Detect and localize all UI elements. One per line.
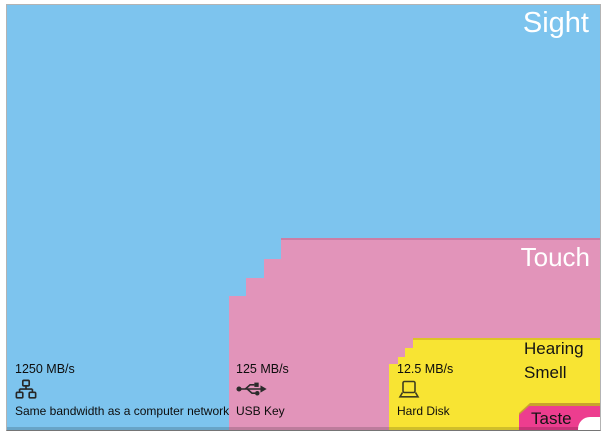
infographic-canvas: Sight Touch Hearing Smell Taste 1250 MB/… <box>6 4 601 431</box>
bottom-edge-shade <box>7 427 600 430</box>
touch-info-block: 125 MB/s USB Key <box>236 362 289 418</box>
hearing-label: Hearing <box>524 339 584 358</box>
hearing-smell-caption: Hard Disk <box>397 404 450 418</box>
taste-label: Taste <box>531 409 572 428</box>
sight-rate: 1250 MB/s <box>15 362 75 376</box>
network-icon <box>15 379 229 401</box>
hearing-smell-rate: 12.5 MB/s <box>397 362 454 376</box>
sight-info-block: 1250 MB/s Same bandwidth as a computer n… <box>15 362 229 418</box>
touch-caption: USB Key <box>236 404 285 418</box>
computer-icon <box>397 379 453 401</box>
sight-label: Sight <box>522 7 589 39</box>
corner-notch <box>578 417 600 430</box>
sight-caption: Same bandwidth as a computer network <box>15 404 230 418</box>
smell-label: Smell <box>524 363 567 382</box>
hearing-smell-info-block: 12.5 MB/s Hard Disk <box>397 362 453 418</box>
usb-icon <box>236 379 289 401</box>
touch-label: Touch <box>520 242 590 272</box>
touch-rate: 125 MB/s <box>236 362 289 376</box>
